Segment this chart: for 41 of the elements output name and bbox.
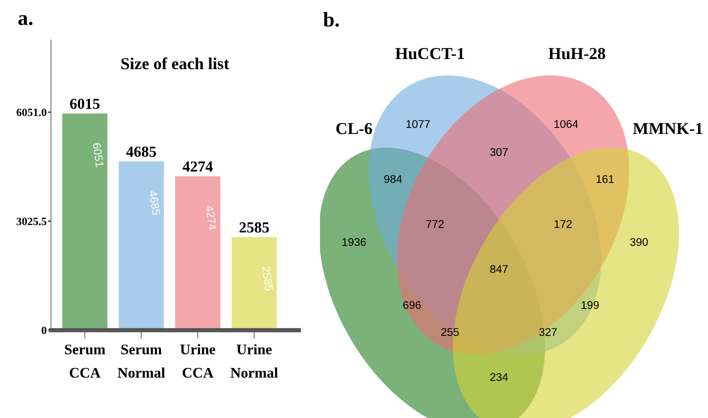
text: MMNK-1 [633,123,702,134]
text: 1077 [406,120,430,128]
bar [232,237,277,330]
text: a. [18,15,32,26]
bar [62,113,108,330]
text: HuH-28 [548,48,606,60]
text: 255 [441,328,459,336]
text: Size of each list [121,57,230,70]
text: 696 [403,301,421,309]
text: 390 [630,238,648,246]
x-tick-label: Serum Normal [118,344,165,378]
annotation: 2585 [262,266,274,291]
bar [175,176,220,330]
annotation: 4685 [149,190,160,216]
x-tick-label: Urine Normal [230,344,278,378]
text: 161 [596,175,614,183]
text: 307 [490,148,508,156]
text: CL-6 [336,122,372,134]
x-tick-label: Urine CCA [180,344,216,378]
text: 1064 [554,120,578,128]
data-label: 4274 [182,161,213,172]
y-tick-label: 6051.0 [16,108,46,116]
text: 772 [426,220,444,228]
text: 327 [539,328,557,336]
data-label: 4685 [126,146,156,157]
text: 172 [554,220,572,228]
annotation: 4274 [206,205,217,230]
text: 199 [582,301,599,309]
text: 847 [490,265,508,273]
data-label: 6015 [70,98,100,109]
annotation: 6051 [92,142,104,168]
text: 234 [490,373,508,381]
data-label: 2585 [240,222,269,233]
text: HuCCT-1 [395,48,464,60]
x-tick-label: Serum CCA [64,344,106,378]
bar [118,161,164,330]
y-tick-label: 3025.5 [16,218,46,226]
text: 1936 [342,238,366,246]
text: 984 [384,175,402,183]
y-tick-label: 0 [42,326,46,334]
text: b. [323,12,339,27]
